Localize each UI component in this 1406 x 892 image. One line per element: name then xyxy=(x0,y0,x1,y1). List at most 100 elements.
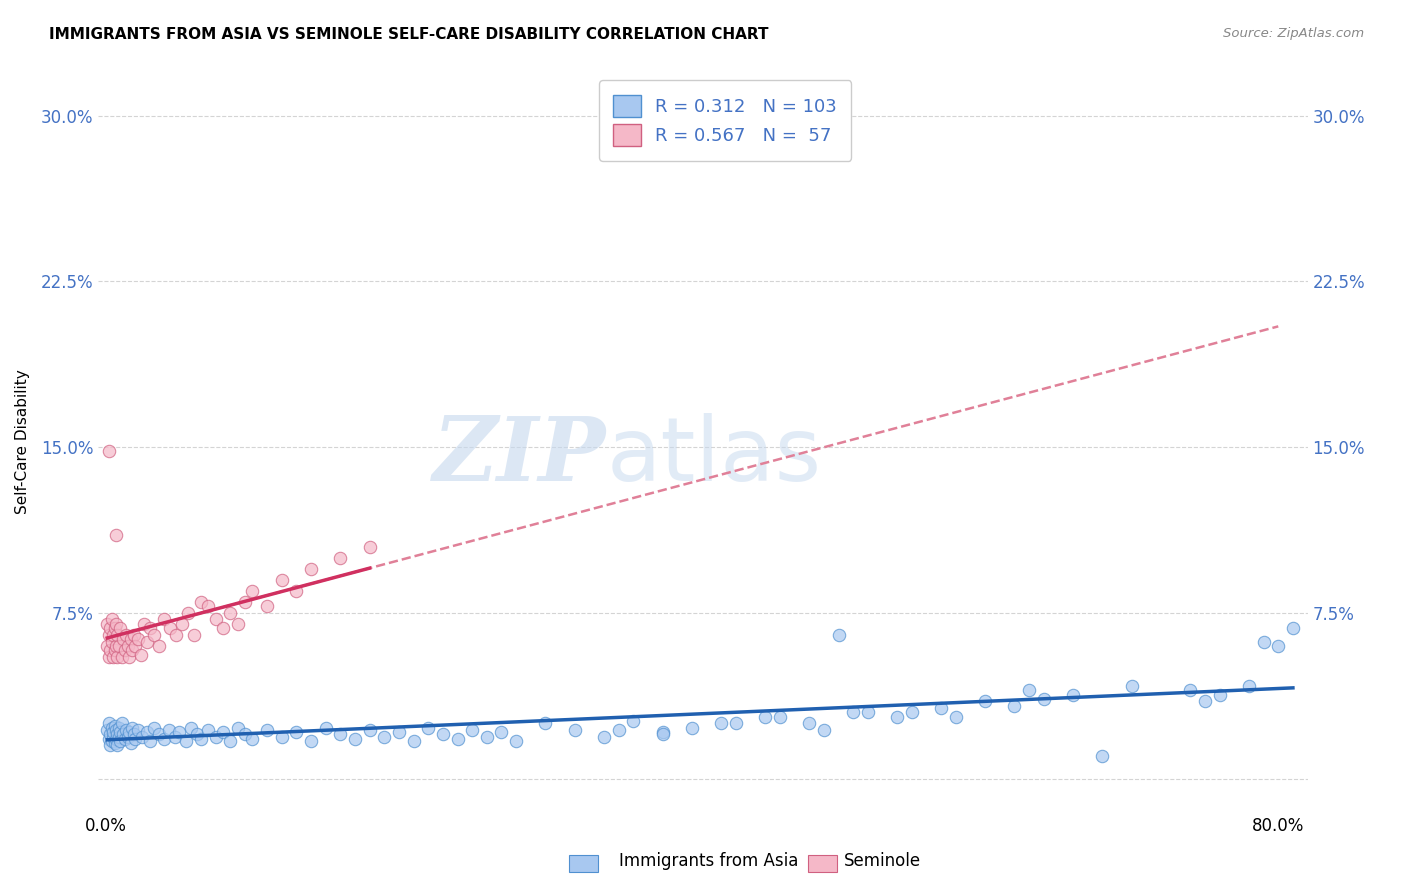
Point xyxy=(769,709,792,723)
Point xyxy=(929,701,952,715)
Point xyxy=(359,723,381,737)
Text: atlas: atlas xyxy=(606,413,821,500)
Point xyxy=(97,716,120,731)
Point xyxy=(1121,679,1143,693)
Point xyxy=(165,628,187,642)
Point xyxy=(359,540,381,554)
Point xyxy=(856,706,879,720)
Point xyxy=(534,716,557,731)
Point xyxy=(115,628,138,642)
Point xyxy=(107,628,129,642)
Point xyxy=(98,727,121,741)
Point xyxy=(1282,621,1305,635)
Y-axis label: Self-Care Disability: Self-Care Disability xyxy=(15,369,30,514)
Point xyxy=(135,725,157,739)
Point xyxy=(607,723,630,737)
Text: Seminole: Seminole xyxy=(844,852,921,870)
Point xyxy=(170,616,193,631)
Point xyxy=(100,721,122,735)
Point xyxy=(121,721,143,735)
Point xyxy=(212,725,235,739)
Point xyxy=(315,721,337,735)
Point xyxy=(827,628,849,642)
Point xyxy=(153,731,176,746)
Point xyxy=(219,734,242,748)
Point xyxy=(974,694,997,708)
Text: ZIP: ZIP xyxy=(433,413,606,500)
Point xyxy=(190,731,212,746)
Point xyxy=(475,730,498,744)
Point xyxy=(256,599,278,614)
Point xyxy=(131,730,153,744)
Point xyxy=(813,723,835,737)
Point xyxy=(111,716,134,731)
Point xyxy=(1237,679,1260,693)
Point xyxy=(710,716,733,731)
Point xyxy=(233,727,256,741)
Point xyxy=(153,612,176,626)
Point xyxy=(842,706,865,720)
Point xyxy=(886,709,908,723)
Point xyxy=(108,721,131,735)
Point xyxy=(329,727,352,741)
Point xyxy=(159,621,181,635)
Point xyxy=(103,643,125,657)
Text: Source: ZipAtlas.com: Source: ZipAtlas.com xyxy=(1223,27,1364,40)
Point xyxy=(299,561,322,575)
Point xyxy=(945,709,967,723)
Point xyxy=(101,730,124,744)
Text: Immigrants from Asia: Immigrants from Asia xyxy=(619,852,799,870)
Point xyxy=(177,606,200,620)
Point xyxy=(97,628,120,642)
Point xyxy=(226,721,249,735)
Point xyxy=(100,612,122,626)
Point xyxy=(103,718,125,732)
Point xyxy=(148,639,170,653)
Point xyxy=(724,716,747,731)
Point xyxy=(101,650,124,665)
Point xyxy=(1032,692,1054,706)
Point xyxy=(461,723,484,737)
Point xyxy=(107,727,129,741)
Point xyxy=(127,723,149,737)
Point xyxy=(197,599,219,614)
Point xyxy=(105,639,128,653)
Point xyxy=(418,721,440,735)
Point xyxy=(117,639,139,653)
Point xyxy=(651,727,673,741)
Point xyxy=(163,730,186,744)
Point xyxy=(1208,688,1230,702)
Point xyxy=(651,725,673,739)
Point xyxy=(1180,683,1202,698)
Point xyxy=(505,734,527,748)
Point xyxy=(121,643,143,657)
Point xyxy=(190,595,212,609)
Point xyxy=(122,727,145,741)
Point xyxy=(270,730,292,744)
Point xyxy=(446,731,468,746)
Point xyxy=(108,730,131,744)
Point xyxy=(107,650,129,665)
Point xyxy=(1004,698,1026,713)
Point xyxy=(129,648,152,662)
Point xyxy=(388,725,411,739)
Point xyxy=(901,706,924,720)
Point xyxy=(432,727,454,741)
Point xyxy=(256,723,278,737)
Point xyxy=(100,734,122,748)
Point xyxy=(96,639,118,653)
Point xyxy=(157,723,180,737)
Point xyxy=(167,725,190,739)
Point xyxy=(114,731,136,746)
Point xyxy=(373,730,395,744)
Point xyxy=(143,628,166,642)
Point xyxy=(103,621,125,635)
Point xyxy=(108,639,131,653)
Point xyxy=(143,721,166,735)
Point xyxy=(135,634,157,648)
Point xyxy=(117,730,139,744)
Point xyxy=(180,721,202,735)
Point xyxy=(329,550,352,565)
Point xyxy=(285,583,308,598)
Point xyxy=(197,723,219,737)
